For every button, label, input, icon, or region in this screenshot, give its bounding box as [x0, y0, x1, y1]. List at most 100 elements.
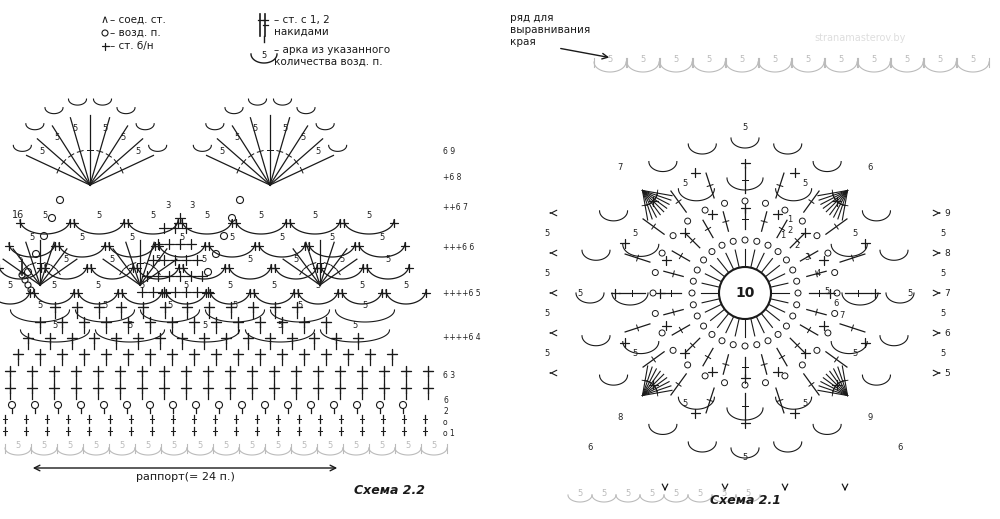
Text: 5: 5 [202, 321, 208, 330]
Text: 5: 5 [17, 255, 23, 265]
Text: 5: 5 [640, 56, 646, 64]
Text: ++6 7: ++6 7 [443, 203, 468, 212]
Text: 5: 5 [315, 147, 320, 156]
Text: 5: 5 [197, 442, 203, 450]
Text: 5: 5 [271, 280, 277, 290]
Text: 5: 5 [802, 399, 808, 407]
Text: 5: 5 [54, 133, 59, 142]
Text: 5: 5 [135, 147, 140, 156]
Text: 16: 16 [12, 210, 24, 220]
Text: 5: 5 [232, 301, 238, 309]
Text: 1: 1 [780, 230, 786, 239]
Text: 5: 5 [632, 228, 638, 238]
Text: 5: 5 [67, 442, 73, 450]
Text: 5: 5 [824, 286, 830, 295]
Text: +6 8: +6 8 [443, 172, 461, 182]
Text: 5: 5 [352, 321, 358, 330]
Text: 8: 8 [617, 414, 623, 422]
Text: 5: 5 [223, 442, 229, 450]
Text: 5: 5 [362, 301, 368, 309]
Text: 5: 5 [95, 280, 101, 290]
Text: количества возд. п.: количества возд. п. [274, 57, 383, 67]
Text: 8: 8 [944, 249, 950, 257]
Text: 5: 5 [405, 442, 411, 450]
Text: 5: 5 [102, 125, 108, 133]
Text: 1
2: 1 2 [787, 215, 793, 235]
Text: 5: 5 [544, 348, 550, 358]
Text: 5: 5 [121, 133, 126, 142]
Text: 5: 5 [544, 268, 550, 278]
Text: 5: 5 [249, 442, 255, 450]
Text: 5: 5 [721, 488, 727, 498]
Text: 5: 5 [544, 308, 550, 318]
Text: 5: 5 [742, 124, 748, 132]
Text: 5: 5 [204, 211, 210, 220]
Text: 5: 5 [201, 255, 207, 265]
Text: 5: 5 [940, 348, 946, 358]
Text: 5: 5 [625, 488, 631, 498]
Text: края: края [510, 37, 536, 47]
Text: 6: 6 [587, 444, 593, 453]
Text: 5: 5 [742, 454, 748, 462]
Text: 3: 3 [189, 200, 195, 210]
Text: 5: 5 [51, 280, 57, 290]
Text: 5: 5 [937, 56, 943, 64]
Text: – соед. ст.: – соед. ст. [110, 15, 166, 25]
Text: 5: 5 [805, 56, 811, 64]
Text: 5: 5 [41, 442, 47, 450]
Text: выравнивания: выравнивания [510, 25, 590, 35]
Text: 5: 5 [838, 56, 844, 64]
Text: 5: 5 [42, 211, 48, 220]
Text: 5: 5 [96, 211, 102, 220]
Text: – ст. б/н: – ст. б/н [110, 41, 154, 51]
Text: 5: 5 [72, 125, 78, 133]
Text: 5: 5 [852, 348, 858, 358]
Text: 5: 5 [301, 133, 306, 142]
Text: 9: 9 [944, 209, 950, 217]
Text: 5: 5 [379, 442, 385, 450]
Text: 5: 5 [261, 50, 267, 60]
Text: +++6 6: +++6 6 [443, 243, 474, 253]
Text: 5: 5 [385, 255, 391, 265]
Text: 5: 5 [277, 321, 283, 330]
Text: 5: 5 [109, 255, 115, 265]
Text: 5: 5 [167, 301, 173, 309]
Text: 5: 5 [258, 211, 264, 220]
Text: 6: 6 [944, 329, 950, 337]
Text: 5: 5 [673, 56, 679, 64]
Text: o
o 1: o o 1 [443, 418, 455, 438]
Text: – ст. с 1, 2: – ст. с 1, 2 [274, 15, 330, 25]
Text: раппорт(= 24 п.): раппорт(= 24 п.) [136, 472, 234, 482]
Text: 7: 7 [944, 289, 950, 297]
Text: 5: 5 [544, 228, 550, 238]
Text: stranamasterov.by: stranamasterov.by [814, 33, 906, 43]
Text: ∧: ∧ [101, 15, 109, 25]
Text: 5: 5 [327, 442, 333, 450]
Text: 6 9: 6 9 [443, 147, 455, 157]
Text: 5: 5 [293, 255, 299, 265]
Text: 5: 5 [301, 442, 307, 450]
Text: 6 3: 6 3 [443, 372, 455, 380]
Text: 5: 5 [220, 147, 225, 156]
Text: 6: 6 [833, 298, 839, 307]
Text: 5: 5 [150, 211, 156, 220]
Text: 5: 5 [632, 348, 638, 358]
Text: накидами: накидами [274, 27, 329, 37]
Text: 5: 5 [7, 280, 13, 290]
Text: 5: 5 [139, 280, 145, 290]
Text: 5: 5 [706, 56, 712, 64]
Text: 5: 5 [577, 289, 583, 297]
Text: 5: 5 [379, 234, 385, 242]
Text: 5: 5 [907, 289, 913, 297]
Text: 5: 5 [697, 488, 703, 498]
Text: 5: 5 [772, 56, 778, 64]
Text: 5: 5 [329, 234, 335, 242]
Text: Схема 2.2: Схема 2.2 [354, 484, 426, 497]
Text: 5: 5 [871, 56, 877, 64]
Text: 5: 5 [227, 280, 233, 290]
Text: 5: 5 [40, 147, 45, 156]
Text: 5: 5 [52, 321, 58, 330]
Text: 5: 5 [102, 301, 108, 309]
Text: 5: 5 [297, 301, 303, 309]
Text: – арка из указанного: – арка из указанного [274, 45, 390, 55]
